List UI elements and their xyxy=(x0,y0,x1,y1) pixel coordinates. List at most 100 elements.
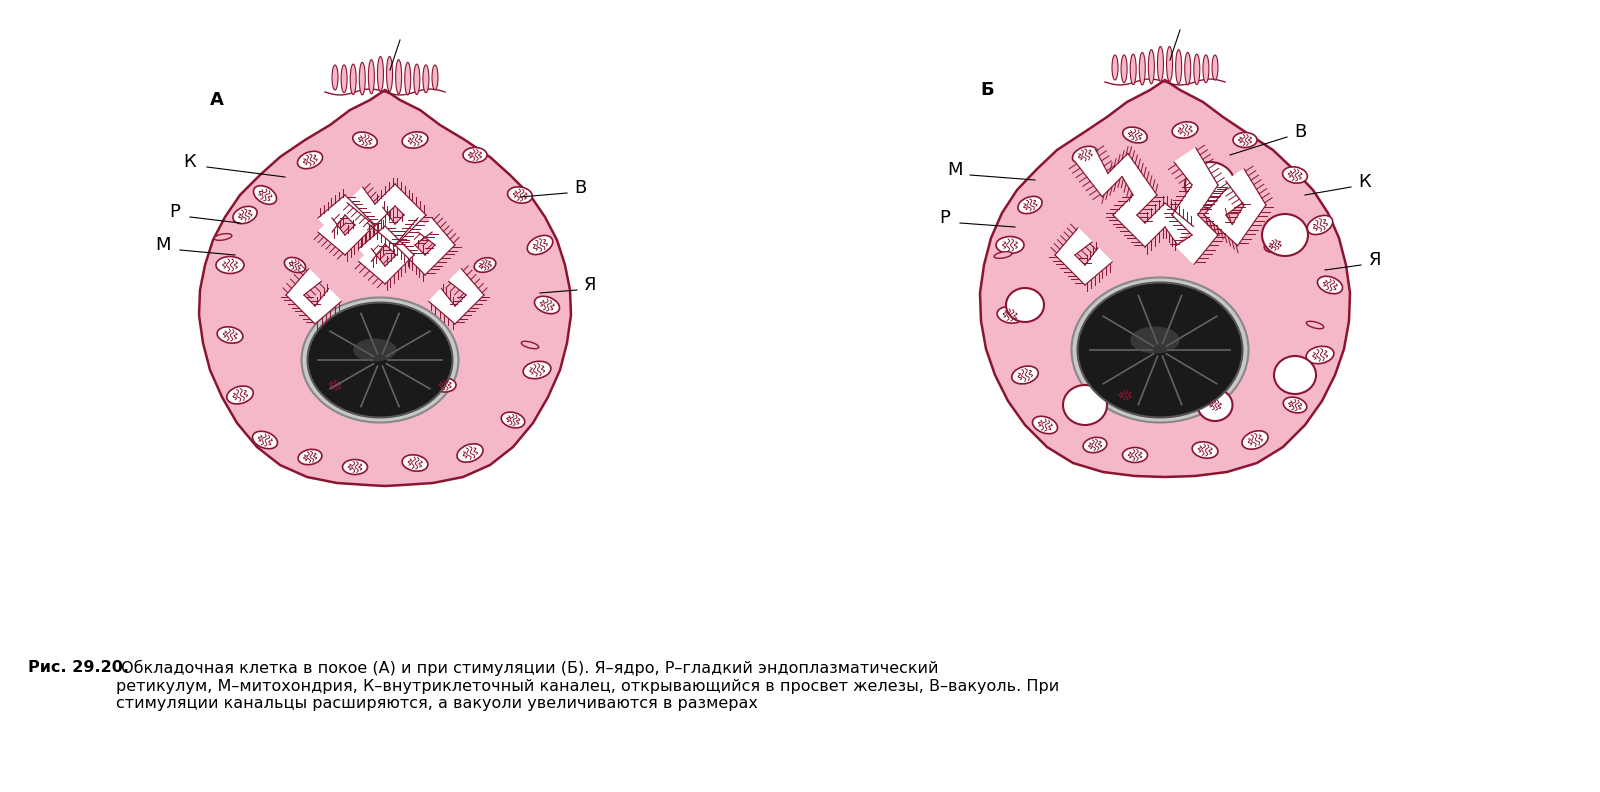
Ellipse shape xyxy=(1194,54,1200,85)
Ellipse shape xyxy=(253,185,277,204)
Ellipse shape xyxy=(342,459,368,474)
Ellipse shape xyxy=(1006,288,1043,322)
Ellipse shape xyxy=(1157,47,1163,82)
Text: К: К xyxy=(184,153,197,171)
Ellipse shape xyxy=(368,59,374,93)
Text: Р: Р xyxy=(170,203,181,221)
Ellipse shape xyxy=(1186,162,1235,208)
Ellipse shape xyxy=(1072,277,1248,422)
Ellipse shape xyxy=(1197,389,1232,421)
Ellipse shape xyxy=(1317,276,1342,294)
Ellipse shape xyxy=(218,327,243,343)
Text: А: А xyxy=(210,91,224,109)
Ellipse shape xyxy=(522,341,539,348)
Ellipse shape xyxy=(395,59,402,93)
Text: В: В xyxy=(574,179,586,197)
Ellipse shape xyxy=(325,378,346,392)
Polygon shape xyxy=(347,184,426,246)
Ellipse shape xyxy=(1018,196,1042,214)
Ellipse shape xyxy=(1011,366,1038,384)
Ellipse shape xyxy=(1077,283,1243,417)
Ellipse shape xyxy=(1062,385,1107,425)
Text: Я: Я xyxy=(1368,251,1381,269)
Ellipse shape xyxy=(333,65,338,90)
Ellipse shape xyxy=(1139,52,1146,85)
Ellipse shape xyxy=(402,455,427,471)
Ellipse shape xyxy=(994,252,1011,258)
Text: Я: Я xyxy=(584,276,597,294)
Polygon shape xyxy=(358,226,414,284)
Ellipse shape xyxy=(227,386,253,404)
Ellipse shape xyxy=(474,257,496,272)
Ellipse shape xyxy=(1242,431,1269,449)
Ellipse shape xyxy=(458,444,483,463)
Ellipse shape xyxy=(1283,167,1307,183)
Polygon shape xyxy=(1171,148,1218,265)
Polygon shape xyxy=(318,195,374,255)
Ellipse shape xyxy=(432,65,438,90)
Ellipse shape xyxy=(1274,356,1315,394)
Text: Рис. 29.20.: Рис. 29.20. xyxy=(29,660,130,675)
Ellipse shape xyxy=(214,234,232,240)
Ellipse shape xyxy=(1264,238,1286,253)
Ellipse shape xyxy=(414,64,419,94)
Ellipse shape xyxy=(1283,397,1307,413)
Text: Б: Б xyxy=(979,81,994,99)
Ellipse shape xyxy=(285,257,306,272)
Ellipse shape xyxy=(1130,54,1136,85)
Polygon shape xyxy=(198,90,571,486)
Ellipse shape xyxy=(507,187,533,204)
Ellipse shape xyxy=(307,303,453,417)
Ellipse shape xyxy=(1307,215,1333,234)
Text: М: М xyxy=(155,236,171,254)
Polygon shape xyxy=(1054,228,1112,285)
Ellipse shape xyxy=(1123,447,1147,463)
Ellipse shape xyxy=(1306,346,1334,364)
Polygon shape xyxy=(979,80,1350,477)
Ellipse shape xyxy=(1205,398,1226,412)
Ellipse shape xyxy=(462,147,486,162)
Polygon shape xyxy=(429,268,483,324)
Ellipse shape xyxy=(1122,55,1126,82)
Ellipse shape xyxy=(350,64,357,94)
Ellipse shape xyxy=(1083,437,1107,453)
Polygon shape xyxy=(395,218,454,275)
Ellipse shape xyxy=(253,432,277,449)
Ellipse shape xyxy=(354,338,397,361)
Ellipse shape xyxy=(1192,442,1218,459)
Ellipse shape xyxy=(1184,52,1190,85)
Ellipse shape xyxy=(501,412,525,428)
Ellipse shape xyxy=(434,378,456,392)
Ellipse shape xyxy=(534,296,560,314)
Ellipse shape xyxy=(298,449,322,465)
Ellipse shape xyxy=(997,307,1022,323)
Ellipse shape xyxy=(387,56,392,91)
Ellipse shape xyxy=(301,298,459,422)
Ellipse shape xyxy=(352,132,378,148)
Ellipse shape xyxy=(1114,388,1136,402)
Polygon shape xyxy=(1205,169,1266,246)
Ellipse shape xyxy=(1072,147,1098,164)
Text: К: К xyxy=(1358,173,1371,191)
Ellipse shape xyxy=(341,65,347,93)
Ellipse shape xyxy=(1123,127,1147,143)
Text: Р: Р xyxy=(939,209,950,227)
Ellipse shape xyxy=(995,237,1024,253)
Ellipse shape xyxy=(234,207,258,223)
Ellipse shape xyxy=(360,63,365,95)
Ellipse shape xyxy=(1262,214,1309,256)
Ellipse shape xyxy=(1234,132,1258,147)
Ellipse shape xyxy=(1166,47,1173,82)
Ellipse shape xyxy=(1173,122,1198,138)
Polygon shape xyxy=(286,268,341,324)
Text: В: В xyxy=(1294,123,1306,141)
Ellipse shape xyxy=(378,56,384,91)
Ellipse shape xyxy=(402,131,427,148)
Ellipse shape xyxy=(216,257,243,273)
Ellipse shape xyxy=(1112,55,1118,80)
Ellipse shape xyxy=(422,65,429,93)
Ellipse shape xyxy=(1032,417,1058,434)
Text: М: М xyxy=(947,161,963,179)
Polygon shape xyxy=(1075,148,1194,247)
Ellipse shape xyxy=(1176,50,1182,84)
